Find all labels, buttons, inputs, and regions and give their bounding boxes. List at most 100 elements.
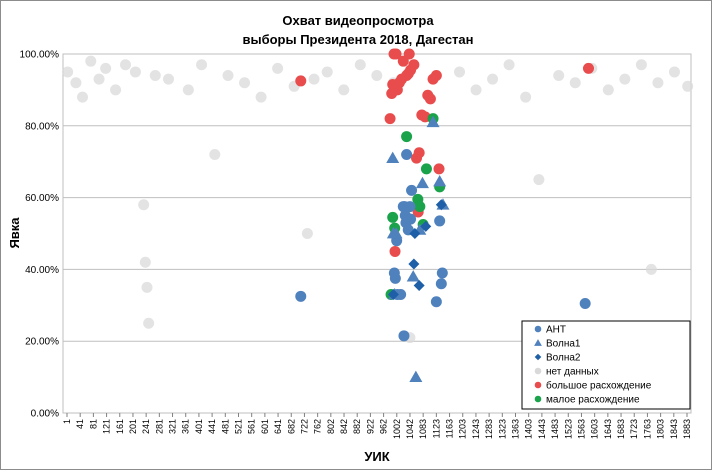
- x-tick-label: 1563: [576, 419, 586, 439]
- point-нет-данных: [503, 59, 515, 71]
- legend-label: Волна2: [546, 353, 581, 364]
- x-tick-label: 1042: [405, 419, 415, 439]
- point-нет-данных: [321, 66, 333, 78]
- point-нет-данных: [209, 149, 221, 161]
- point-нет-данных: [100, 62, 112, 74]
- point-нет-данных: [272, 62, 284, 74]
- y-tick-label: 0.00%: [31, 409, 59, 420]
- point-малое-расхождение: [401, 131, 413, 143]
- x-tick-label: 1: [62, 419, 72, 424]
- y-axis-ticks: 0.00% 20.00% 40.00% 60.00% 80.00% 100.00%: [20, 50, 60, 420]
- point-АНТ: [436, 267, 448, 279]
- x-tick-label: 1843: [669, 419, 679, 439]
- point-АНТ: [406, 184, 418, 196]
- x-tick-label: 1883: [682, 419, 692, 439]
- point-Волна1: [406, 270, 420, 282]
- point-большое-расхождение: [295, 75, 307, 87]
- x-tick-label: 1243: [471, 419, 481, 439]
- x-tick-label: 1403: [524, 419, 534, 439]
- x-tick-label: 1283: [484, 419, 494, 439]
- point-нет-данных: [520, 91, 532, 103]
- x-tick-label: 882: [352, 419, 362, 434]
- point-нет-данных: [454, 66, 466, 78]
- data-points: [62, 48, 694, 382]
- point-нет-данных: [70, 77, 82, 89]
- x-tick-label: 802: [326, 419, 336, 434]
- point-нет-данных: [635, 59, 647, 71]
- point-нет-данных: [222, 70, 234, 82]
- point-нет-данных: [110, 84, 122, 96]
- point-нет-данных: [354, 59, 366, 71]
- point-малое-расхождение: [420, 163, 432, 175]
- x-tick-label: 1723: [629, 419, 639, 439]
- point-АНТ: [295, 290, 307, 302]
- point-нет-данных: [93, 73, 105, 85]
- point-АНТ: [404, 201, 416, 213]
- point-Волна1: [426, 115, 440, 128]
- point-АНТ: [434, 215, 446, 227]
- x-tick-label: 401: [194, 419, 204, 434]
- point-нет-данных: [682, 80, 694, 92]
- legend: АНТ Волна1 Волна2 нет данных большое расхожд…: [521, 320, 691, 410]
- x-tick-label: 1323: [497, 419, 507, 439]
- x-tick-label: 281: [154, 419, 164, 434]
- point-нет-данных: [62, 66, 74, 78]
- point-большое-расхождение: [424, 93, 436, 105]
- y-tick-label: 80.00%: [25, 121, 59, 132]
- legend-marker: [534, 381, 542, 389]
- x-tick-label: 521: [233, 419, 243, 434]
- x-tick-label: 1083: [418, 419, 428, 439]
- point-Волна1: [415, 176, 429, 189]
- point-Волна2: [409, 228, 421, 239]
- x-tick-label: 481: [220, 419, 230, 434]
- legend-marker: [534, 339, 542, 346]
- point-АНТ: [430, 296, 442, 308]
- point-Волна1: [389, 227, 403, 239]
- point-нет-данных: [619, 73, 631, 85]
- x-tick-label: 1683: [616, 419, 626, 439]
- x-tick-label: 441: [207, 419, 217, 434]
- x-tick-label: 922: [365, 419, 375, 434]
- point-Волна2: [408, 258, 420, 270]
- y-axis-label: Явка: [7, 217, 22, 249]
- x-tick-label: 762: [313, 419, 323, 434]
- x-tick-label: 722: [299, 419, 309, 434]
- point-Волна1: [386, 151, 400, 163]
- point-нет-данных: [645, 263, 657, 275]
- legend-label: нет данных: [546, 367, 599, 378]
- x-tick-label: 1123: [431, 419, 441, 438]
- point-Волна1: [409, 370, 423, 382]
- y-tick-label: 40.00%: [25, 265, 59, 276]
- legend-marker: [534, 367, 542, 375]
- point-нет-данных: [141, 281, 153, 293]
- x-tick-label: 1763: [642, 419, 652, 439]
- point-нет-данных: [149, 70, 161, 82]
- point-Волна2: [387, 289, 399, 301]
- legend-label: большое расхождение: [546, 380, 652, 392]
- legend-box: [521, 320, 691, 410]
- x-tick-label: 962: [379, 419, 389, 434]
- point-большое-расхождение: [389, 245, 401, 257]
- y-tick-label: 100.00%: [20, 50, 60, 61]
- point-нет-данных: [487, 73, 499, 85]
- x-tick-label: 1203: [458, 419, 468, 439]
- point-нет-данных: [138, 199, 150, 211]
- point-АНТ: [398, 330, 410, 342]
- point-нет-данных: [85, 55, 97, 67]
- x-tick-label: 1163: [445, 419, 455, 438]
- x-tick-label: 842: [339, 419, 349, 434]
- x-tick-label: 41: [75, 419, 85, 429]
- legend-label: Волна1: [546, 339, 581, 350]
- x-tick-label: 361: [181, 419, 191, 434]
- x-tick-label: 321: [168, 419, 178, 434]
- x-axis-label: УИК: [364, 449, 389, 464]
- x-tick-label: 81: [88, 419, 98, 429]
- point-нет-данных: [139, 256, 151, 268]
- point-нет-данных: [196, 59, 208, 71]
- x-axis-ticks: 1 41 81 121 161 201 241 281 321 361 401 441 481 521 56…: [62, 413, 692, 439]
- point-нет-данных: [371, 70, 383, 82]
- legend-label: АНТ: [546, 325, 566, 336]
- point-нет-данных: [533, 174, 545, 186]
- point-нет-данных: [668, 66, 680, 78]
